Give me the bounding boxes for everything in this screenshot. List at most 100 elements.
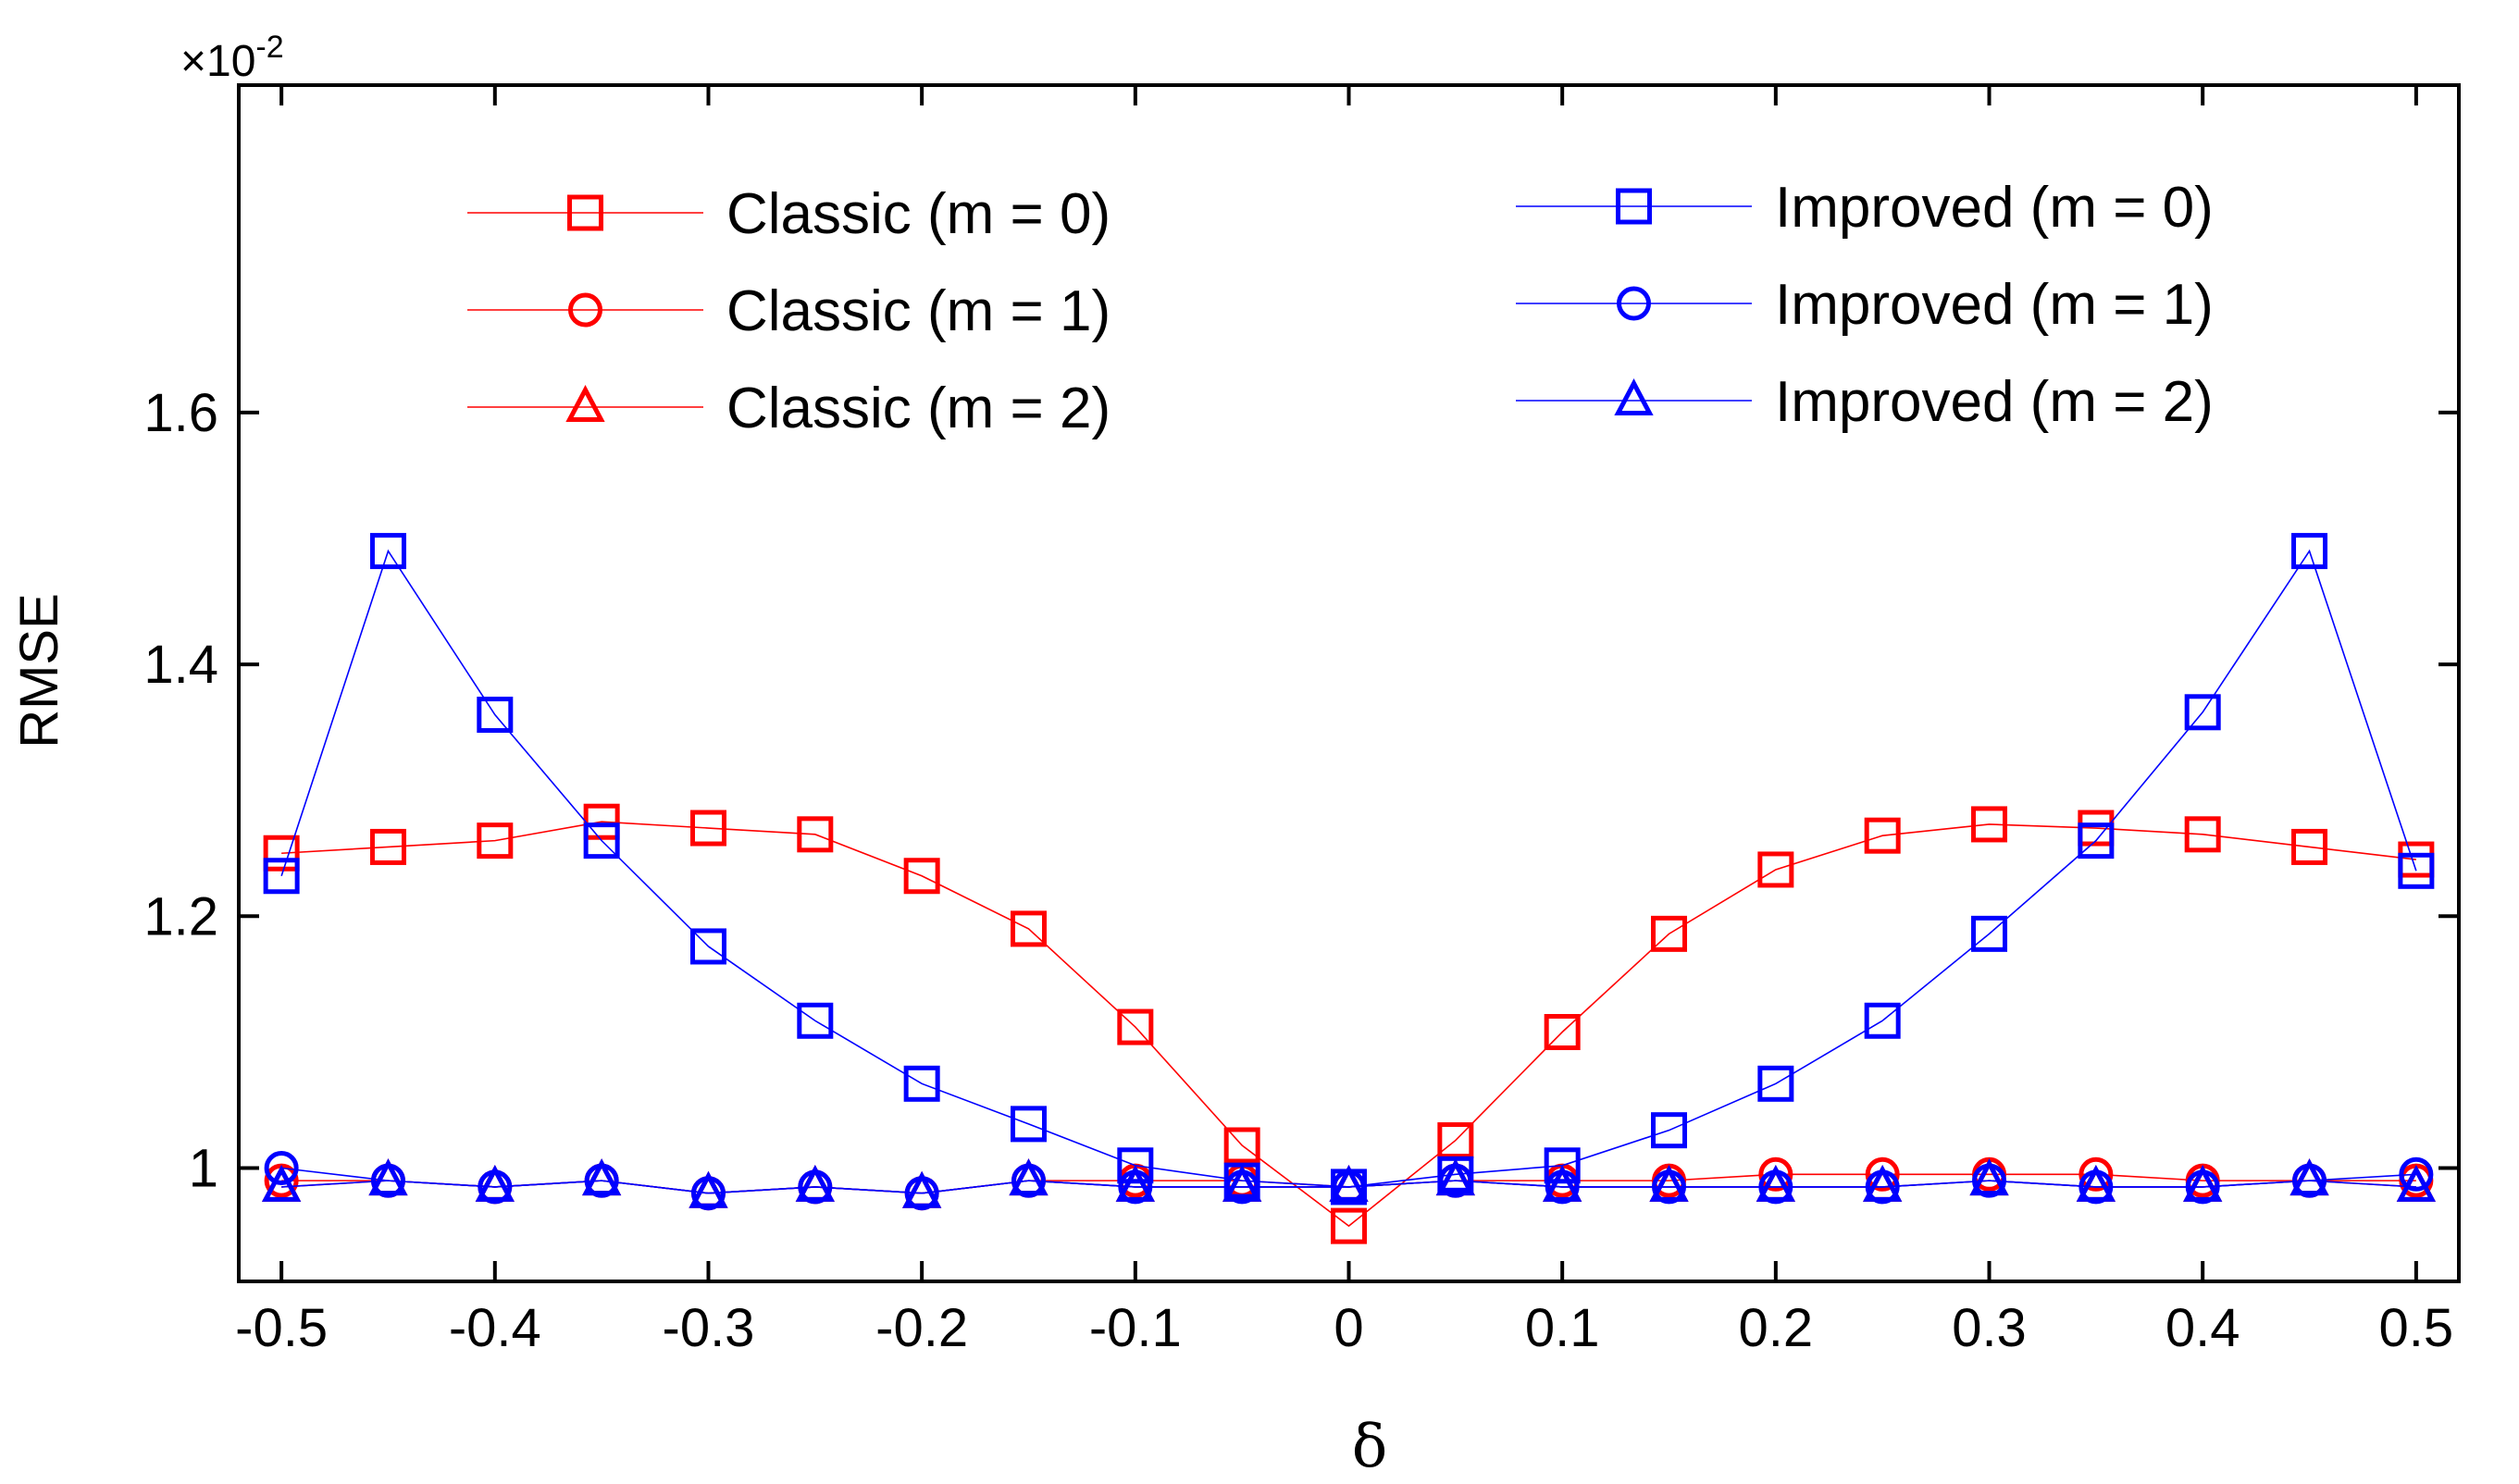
x-tick-label: 0.4: [2165, 1298, 2240, 1358]
data-point: [2078, 1156, 2114, 1192]
data-point: [263, 835, 300, 872]
series-improved-m-2: [261, 1158, 2437, 1208]
x-tick-label: 0.5: [2379, 1298, 2454, 1358]
data-point: [903, 858, 940, 895]
data-point: [369, 828, 406, 865]
data-point: [368, 1158, 408, 1196]
data-point: [1544, 1014, 1581, 1051]
legend-marker: [565, 385, 605, 422]
legend-entry: Improved (m = 1): [1516, 273, 2214, 337]
data-point: [1757, 1065, 1794, 1102]
data-point: [797, 1002, 834, 1039]
x-tick-label: 0.1: [1525, 1298, 1600, 1358]
data-point: [2076, 1164, 2116, 1202]
data-point: [795, 1164, 835, 1202]
data-point: [1010, 1106, 1047, 1143]
x-tick-label: -0.4: [449, 1298, 541, 1358]
data-point: [902, 1170, 942, 1208]
data-point: [1649, 1164, 1689, 1202]
data-point: [1223, 1127, 1260, 1164]
data-point: [1864, 817, 1901, 854]
data-point: [477, 822, 514, 859]
data-point: [689, 810, 726, 847]
data-point: [1757, 851, 1794, 888]
data-point: [1117, 1147, 1154, 1184]
y-tick-label: 1.2: [143, 886, 218, 946]
legend-marker: [1614, 378, 1654, 415]
legend-label: Improved (m = 0): [1775, 176, 2214, 240]
legend-marker: [1617, 286, 1651, 321]
legend-marker: [568, 292, 602, 328]
data-point: [2183, 1164, 2223, 1202]
data-point: [1756, 1164, 1795, 1202]
data-point: [581, 1158, 622, 1196]
data-point: [261, 1164, 302, 1202]
y-axis-multiplier: ×10-2: [180, 30, 284, 86]
data-point: [1222, 1164, 1262, 1202]
data-point: [2184, 694, 2221, 731]
data-point: [1009, 1158, 1049, 1196]
x-tick-label: 0.3: [1952, 1298, 2027, 1358]
x-tick-label: -0.3: [663, 1298, 755, 1358]
data-point: [1331, 1207, 1367, 1244]
data-point: [1543, 1164, 1582, 1202]
data-point: [2398, 852, 2435, 889]
data-point: [1971, 806, 2008, 843]
data-point: [475, 1164, 515, 1202]
y-tick-label: 1.6: [143, 383, 218, 443]
data-point: [1865, 1156, 1900, 1192]
legend-label: Improved (m = 1): [1775, 273, 2214, 337]
y-tick-label: 1.4: [143, 635, 218, 695]
data-point: [903, 1065, 940, 1102]
legend-label: Classic (m = 2): [726, 377, 1111, 440]
x-tick-label: -0.1: [1089, 1298, 1182, 1358]
data-point: [1864, 1002, 1901, 1039]
x-tick-label: -0.2: [875, 1298, 968, 1358]
y-tick-label: 1: [189, 1139, 218, 1199]
legend-label: Classic (m = 1): [726, 279, 1111, 343]
legend-entry: Classic (m = 1): [467, 279, 1111, 343]
data-point: [1863, 1164, 1903, 1202]
y-axis-multiplier-base: ×10: [180, 37, 255, 86]
data-point: [1117, 1008, 1154, 1045]
legend-entry: Classic (m = 0): [467, 182, 1111, 246]
legend-marker: [1616, 188, 1652, 225]
data-point: [1437, 1122, 1474, 1159]
x-tick-label: -0.5: [235, 1298, 328, 1358]
data-point: [1329, 1164, 1369, 1202]
legend-label: Improved (m = 2): [1775, 370, 2214, 434]
data-point: [2289, 1158, 2329, 1196]
x-tick-label: 0.2: [1739, 1298, 1814, 1358]
series-line: [281, 1180, 2416, 1194]
data-point: [2184, 816, 2221, 853]
legend: Classic (m = 0) Classic (m = 1) Classic (m…: [467, 176, 2214, 440]
legend-marker: [567, 194, 603, 231]
legend-entry: Improved (m = 2): [1516, 370, 2214, 434]
data-point: [477, 697, 514, 734]
x-tick-label: 0: [1334, 1298, 1363, 1358]
data-point: [1651, 915, 1688, 952]
legend-entry: Classic (m = 2): [467, 377, 1111, 440]
data-point: [1115, 1164, 1155, 1202]
data-point: [2291, 828, 2328, 865]
data-point: [1010, 910, 1047, 947]
data-point: [2078, 822, 2115, 859]
data-point: [263, 858, 300, 895]
y-axis-label: RMSE: [9, 593, 69, 748]
data-point: [2291, 533, 2328, 570]
axes-layer: -0.5 -0.4 -0.3 -0.2 -0.1 0 0.1 0.2 0.3 0.4 0.5 1 1.2…: [143, 83, 2461, 1358]
data-point: [1969, 1158, 2009, 1196]
data-point: [689, 928, 726, 965]
data-point: [264, 1151, 299, 1186]
data-point: [1651, 1112, 1688, 1149]
data-point: [2396, 1164, 2437, 1202]
data-point: [1971, 915, 2008, 952]
data-point: [1758, 1156, 1793, 1192]
data-point: [369, 533, 406, 570]
series-layer: [261, 533, 2437, 1244]
data-point: [2399, 1156, 2434, 1192]
data-point: [1544, 1147, 1581, 1184]
series-classic-m-0: [263, 803, 2435, 1244]
